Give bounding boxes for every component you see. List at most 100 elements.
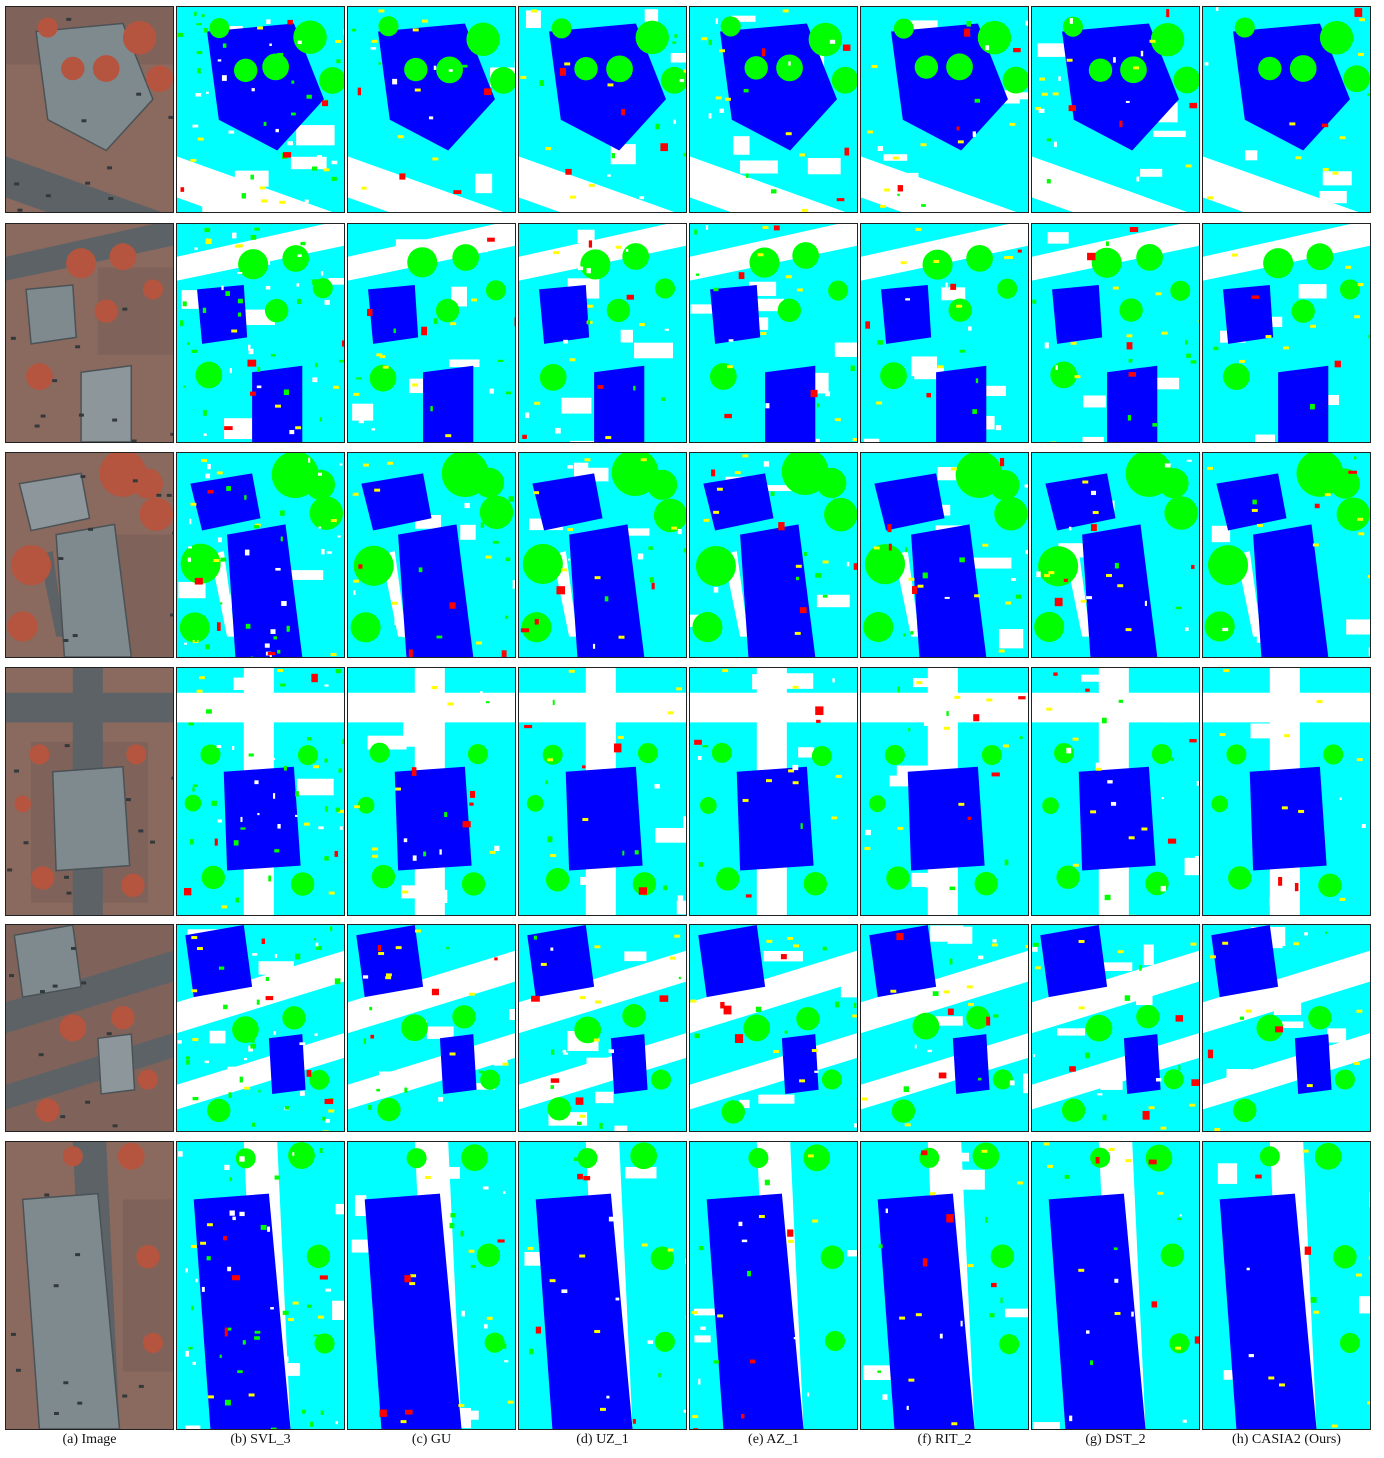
car-marker	[785, 275, 792, 279]
tree-region	[743, 1014, 771, 1042]
speckle-noise	[771, 189, 777, 194]
clutter-region	[1085, 688, 1090, 692]
road	[6, 950, 173, 1034]
speckle-noise	[403, 838, 408, 843]
speckle-noise	[694, 1033, 700, 1039]
car-marker	[722, 669, 729, 673]
clutter-region	[247, 359, 257, 367]
car-marker	[1106, 573, 1112, 577]
impervious-surface-patch	[1305, 703, 1340, 722]
speckle-noise	[216, 745, 222, 748]
clutter-region	[1017, 249, 1022, 253]
car-marker	[715, 96, 722, 100]
impervious-surface-patch	[379, 1071, 392, 1092]
speckle-noise	[239, 1211, 245, 1217]
car-marker	[807, 1154, 814, 1158]
car-marker	[742, 454, 749, 458]
speckle-noise	[299, 1042, 306, 1046]
car-marker	[432, 157, 439, 161]
speckle-noise	[439, 849, 442, 855]
clutter-region	[405, 1409, 413, 1415]
speckle-noise	[325, 1288, 332, 1292]
road	[6, 692, 173, 723]
speckle-noise	[205, 91, 209, 94]
svl-3-segmentation-tile-6	[176, 1141, 345, 1430]
speckle-noise	[203, 409, 207, 416]
tree-region	[966, 245, 993, 272]
tree-canopy	[92, 55, 120, 82]
speckle-noise	[672, 41, 677, 44]
speckle-noise	[394, 619, 400, 626]
speckle-noise	[504, 1360, 509, 1363]
tree-region	[1256, 1014, 1284, 1042]
clutter-region	[723, 1005, 732, 1015]
building-region	[610, 1034, 648, 1094]
impervious-surface-patch	[620, 329, 633, 343]
speckle-noise	[428, 116, 434, 120]
speckle-noise	[192, 784, 198, 787]
car-marker	[1190, 942, 1197, 946]
speckle-noise	[1101, 717, 1107, 724]
speckle-noise	[318, 526, 322, 529]
car-marker	[468, 992, 475, 996]
clutter-region	[1294, 882, 1299, 892]
car-marker	[1078, 1006, 1085, 1010]
tree-canopy	[14, 795, 32, 813]
clutter-region	[1068, 105, 1076, 112]
car-marker	[374, 488, 381, 492]
clutter-region	[501, 650, 507, 657]
car-marker	[395, 946, 402, 950]
impervious-surface-patch	[962, 1169, 985, 1190]
clutter-region	[535, 1326, 542, 1334]
car-marker	[1125, 628, 1132, 632]
car-marker	[502, 1062, 509, 1066]
building-region	[1107, 365, 1158, 442]
speckle-noise	[275, 128, 279, 133]
impervious-surface-patch	[493, 1048, 508, 1066]
speckle-noise	[306, 94, 312, 99]
clutter-region	[946, 1214, 954, 1223]
car-marker	[288, 1318, 294, 1322]
speckle-noise	[741, 1239, 748, 1243]
speckle-noise	[254, 1336, 260, 1340]
tree-region	[825, 1330, 846, 1352]
impervious-surface-patch	[432, 1166, 460, 1179]
building-region	[891, 23, 1008, 151]
clutter-region	[967, 816, 972, 820]
car-marker	[191, 936, 198, 940]
clutter-region	[896, 932, 904, 941]
gu-segmentation-tile-1	[347, 6, 516, 213]
speckle-noise	[192, 787, 195, 792]
car-marker	[338, 809, 344, 813]
speckle-noise	[206, 1256, 211, 1261]
impervious-surface-patch	[246, 890, 258, 904]
speckle-noise	[1368, 334, 1370, 339]
impervious-surface-region	[519, 950, 686, 1034]
car-marker	[259, 186, 266, 190]
speckle-noise	[677, 895, 684, 901]
speckle-noise	[270, 629, 276, 634]
tree-region	[1164, 496, 1198, 530]
tree-region	[406, 1148, 427, 1169]
building-region	[698, 925, 766, 998]
car-marker	[915, 1313, 922, 1317]
clutter-region	[651, 582, 655, 590]
speckle-noise	[561, 1289, 568, 1294]
clutter-region	[487, 237, 495, 242]
speckle-noise	[903, 633, 906, 637]
impervious-surface-patch	[1047, 232, 1069, 244]
impervious-surface-region	[1203, 950, 1370, 1034]
speckle-noise	[663, 885, 668, 891]
car-marker	[1357, 517, 1364, 521]
clutter-region	[497, 1239, 505, 1243]
tree-region	[1120, 56, 1147, 84]
building-region	[952, 1034, 990, 1094]
car-marker	[400, 1420, 407, 1424]
car-marker	[545, 147, 552, 151]
speckle-noise	[765, 692, 770, 695]
speckle-noise	[295, 953, 301, 960]
car-marker	[716, 487, 723, 491]
speckle-noise	[1136, 176, 1140, 182]
car-marker	[1265, 335, 1272, 339]
car-marker	[317, 1315, 324, 1319]
